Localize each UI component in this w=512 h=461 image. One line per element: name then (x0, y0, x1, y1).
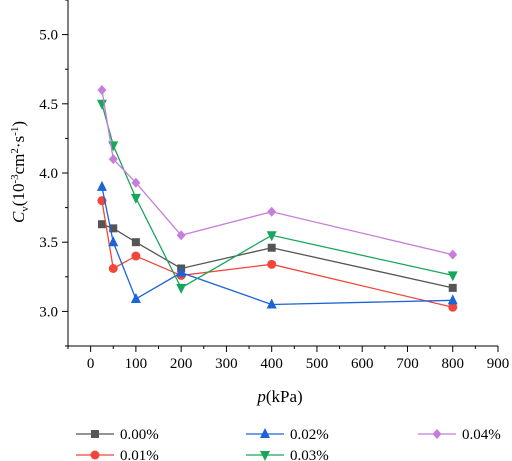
y-axis-title-sup2: 2 (9, 148, 21, 154)
y-axis-title-base: (10 (9, 184, 28, 207)
data-point (131, 251, 141, 261)
x-tick-label: 800 (441, 356, 464, 372)
data-point (448, 283, 457, 292)
legend-item: 0.02% (246, 427, 329, 443)
plot-area (96, 84, 458, 312)
data-point (130, 193, 141, 204)
x-axis-title-var: p (256, 387, 266, 406)
data-point (131, 177, 141, 188)
legend-label: 0.04% (462, 427, 501, 443)
y-tick-label: 4.0 (39, 166, 58, 182)
data-point (448, 302, 458, 312)
y-tick-label: 3.0 (39, 304, 58, 320)
legend-item: 0.04% (418, 427, 501, 443)
series-1 (97, 196, 458, 312)
data-point (267, 259, 277, 269)
x-tick-label: 500 (306, 356, 329, 372)
series-line (101, 103, 453, 289)
data-point (97, 84, 107, 95)
y-axis-title-var: C (9, 211, 28, 223)
axes: 0 100 200 300 400 500 600 700 800 900 3.0 3.5 4.0 4.5… (39, 0, 509, 372)
data-point (176, 283, 187, 294)
x-tick-label: 100 (125, 356, 148, 372)
data-point (267, 206, 277, 217)
x-tick-label: 0 (87, 356, 95, 372)
x-tick-label: 200 (170, 356, 193, 372)
x-tick-label: 400 (260, 356, 283, 372)
legend-label: 0.00% (120, 427, 159, 443)
data-point (447, 271, 458, 282)
legend-swatch-marker (91, 430, 99, 438)
data-point (109, 224, 118, 233)
y-axis-title-end: ) (9, 121, 28, 127)
y-axis-title-sup1: -3 (9, 174, 21, 184)
data-point (108, 236, 119, 247)
x-axis-title: p(kPa) (256, 387, 302, 406)
data-point (108, 154, 118, 165)
y-axis-title-sub: v (19, 206, 31, 212)
series-0 (97, 220, 457, 292)
data-point (447, 294, 458, 305)
series-line (101, 89, 453, 256)
series-2 (96, 180, 458, 309)
y-axis-title-dot: ·s (9, 136, 28, 148)
y-tick-label: 3.5 (39, 235, 58, 251)
data-point (97, 220, 106, 229)
y-axis-title-mid: cm (9, 154, 28, 175)
data-point (108, 263, 118, 273)
legend-label: 0.03% (290, 448, 329, 461)
series-line (101, 186, 453, 306)
y-axis-title-sup3: -1 (9, 127, 21, 136)
x-tick-label: 700 (396, 356, 419, 372)
data-point (266, 298, 277, 309)
legend-swatch-marker (260, 451, 270, 461)
legend-swatch-marker (90, 450, 100, 460)
data-point (176, 230, 186, 241)
series-3 (96, 99, 458, 294)
data-point (108, 141, 119, 152)
legend-swatch-marker (432, 429, 442, 439)
y-tick-label: 4.5 (39, 97, 58, 113)
y-tick-label: 5.0 (39, 28, 58, 44)
legend-label: 0.01% (120, 448, 159, 461)
x-tick-label: 900 (487, 356, 510, 372)
legend-label: 0.02% (290, 427, 329, 443)
x-tick-label: 600 (351, 356, 374, 372)
data-point (131, 238, 140, 247)
x-axis-title-unit: (kPa) (266, 387, 303, 406)
data-point (448, 249, 458, 260)
y-axis-title: Cv(10-3cm2·s-1) (9, 121, 31, 223)
series-4 (97, 84, 458, 260)
data-point (96, 180, 107, 191)
data-point (130, 292, 141, 303)
data-point (176, 266, 187, 277)
series-line (101, 200, 453, 308)
data-point (266, 231, 277, 242)
legend-item: 0.03% (246, 448, 329, 461)
data-point (267, 243, 276, 252)
legend: 0.00% 0.01% 0.02% 0.03% 0.04% (76, 427, 501, 461)
legend-item: 0.01% (76, 448, 159, 461)
legend-item: 0.00% (76, 427, 159, 443)
legend-swatch-marker (260, 428, 270, 438)
x-tick-label: 300 (215, 356, 238, 372)
